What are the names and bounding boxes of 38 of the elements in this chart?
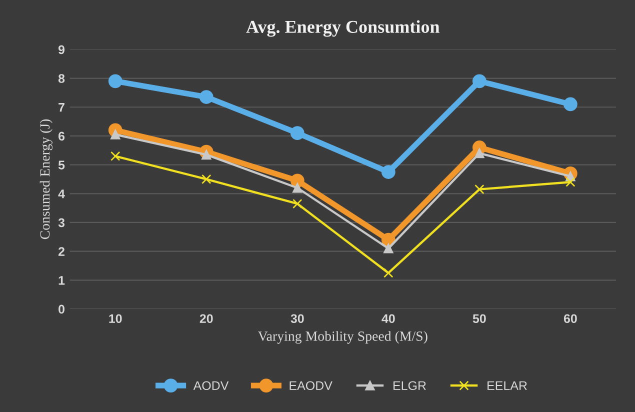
point <box>290 126 304 140</box>
point <box>472 74 486 88</box>
legend-label: ELGR <box>394 381 426 390</box>
legend-label: EAODV <box>290 381 332 390</box>
legend-label: AODV <box>193 381 229 390</box>
point <box>384 244 394 254</box>
y-tick-label: 4 <box>58 190 65 198</box>
y-tick-label: 7 <box>58 103 64 112</box>
point <box>292 198 302 209</box>
x-axis-title: Varying Mobility Speed (M/S) <box>258 331 428 344</box>
point <box>108 74 122 88</box>
point <box>199 90 214 104</box>
y-axis-title: Consumed Energy (J) <box>40 119 52 240</box>
point <box>110 151 120 162</box>
point <box>566 177 576 187</box>
point <box>381 165 396 179</box>
y-tick-label: 6 <box>58 132 65 141</box>
y-tick-label: 1 <box>58 276 65 285</box>
point <box>563 97 578 112</box>
point <box>202 174 212 184</box>
y-tick-label: 0 <box>58 304 64 314</box>
y-tick-label: 5 <box>58 160 65 170</box>
point <box>384 268 394 278</box>
x-tick-label: 10 <box>109 314 122 324</box>
point <box>474 148 484 158</box>
chart-title: Avg. Energy Consumtion <box>246 20 440 37</box>
x-tick-label: 30 <box>290 314 304 324</box>
point <box>292 183 302 193</box>
x-tick-label: 40 <box>382 314 395 324</box>
y-tick-label: 9 <box>58 45 65 54</box>
legend-label: EELAR <box>488 381 527 390</box>
x-tick-label: 50 <box>472 314 486 324</box>
point <box>474 184 484 194</box>
x-tick-label: 60 <box>564 314 577 324</box>
y-tick-label: 8 <box>58 74 65 83</box>
y-tick-label: 3 <box>58 218 65 228</box>
x-tick-label: 20 <box>200 314 213 324</box>
y-tick-label: 2 <box>58 247 64 256</box>
